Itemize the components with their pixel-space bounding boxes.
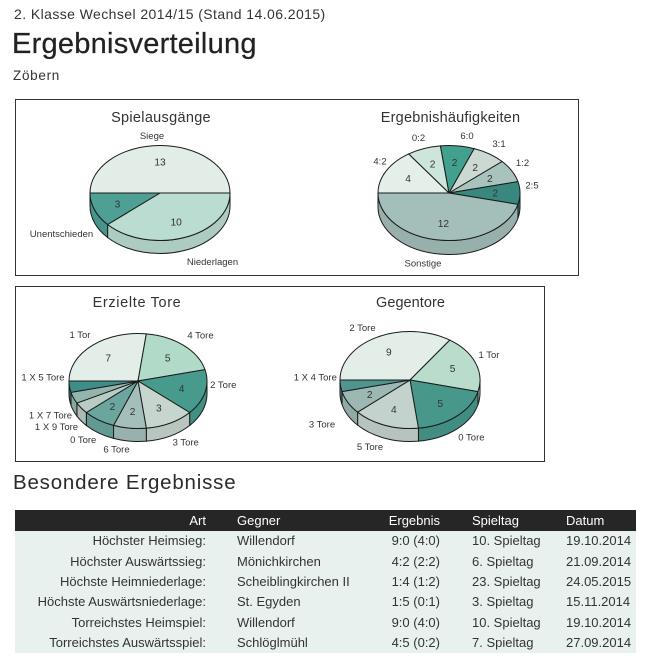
svg-text:3 Tore: 3 Tore bbox=[173, 438, 199, 449]
svg-text:Unentschieden: Unentschieden bbox=[30, 229, 93, 240]
svg-text:2: 2 bbox=[110, 402, 116, 413]
svg-text:3: 3 bbox=[115, 199, 121, 210]
svg-text:9: 9 bbox=[386, 347, 392, 358]
svg-text:13: 13 bbox=[154, 158, 166, 169]
svg-text:2: 2 bbox=[367, 390, 373, 401]
svg-text:2 Tore: 2 Tore bbox=[349, 323, 375, 334]
svg-text:2:5: 2:5 bbox=[525, 181, 538, 192]
svg-text:4:2: 4:2 bbox=[373, 157, 386, 168]
svg-text:Spielausgänge: Spielausgänge bbox=[111, 110, 211, 126]
svg-text:3:1: 3:1 bbox=[492, 139, 505, 150]
svg-text:2: 2 bbox=[430, 160, 436, 171]
svg-text:1 Tor: 1 Tor bbox=[479, 350, 500, 361]
svg-text:2: 2 bbox=[452, 158, 458, 169]
svg-text:1 X 5 Tore: 1 X 5 Tore bbox=[21, 372, 64, 383]
svg-text:4: 4 bbox=[391, 405, 397, 416]
svg-text:7: 7 bbox=[105, 353, 111, 364]
svg-text:Sonstige: Sonstige bbox=[405, 259, 442, 270]
svg-text:2: 2 bbox=[492, 188, 498, 199]
svg-text:0:2: 0:2 bbox=[412, 133, 425, 144]
svg-text:Erzielte Tore: Erzielte Tore bbox=[93, 295, 182, 311]
svg-text:Niederlagen: Niederlagen bbox=[187, 257, 238, 268]
svg-text:1 X 9 Tore: 1 X 9 Tore bbox=[35, 422, 78, 433]
svg-text:2 Tore: 2 Tore bbox=[210, 380, 236, 391]
svg-text:1 Tor: 1 Tor bbox=[70, 330, 91, 341]
svg-text:6:0: 6:0 bbox=[460, 131, 473, 142]
svg-text:Gegentore: Gegentore bbox=[376, 295, 445, 311]
svg-text:0 Tore: 0 Tore bbox=[70, 435, 96, 446]
svg-text:6 Tore: 6 Tore bbox=[103, 444, 129, 455]
svg-text:1 X 4 Tore: 1 X 4 Tore bbox=[294, 373, 337, 384]
svg-text:1 X 7 Tore: 1 X 7 Tore bbox=[29, 411, 72, 422]
svg-text:3 Tore: 3 Tore bbox=[309, 420, 335, 431]
svg-text:10: 10 bbox=[170, 217, 182, 228]
svg-text:2: 2 bbox=[130, 407, 136, 418]
svg-text:5 Tore: 5 Tore bbox=[357, 442, 383, 453]
svg-text:5: 5 bbox=[450, 364, 456, 375]
svg-text:Ergebnishäufigkeiten: Ergebnishäufigkeiten bbox=[381, 110, 520, 126]
svg-text:5: 5 bbox=[437, 399, 443, 410]
svg-text:2: 2 bbox=[472, 163, 478, 174]
svg-text:0 Tore: 0 Tore bbox=[458, 433, 484, 444]
svg-text:12: 12 bbox=[438, 219, 450, 230]
svg-text:2: 2 bbox=[487, 174, 493, 185]
svg-text:1:2: 1:2 bbox=[516, 158, 529, 169]
svg-text:4: 4 bbox=[405, 174, 411, 185]
svg-text:4 Tore: 4 Tore bbox=[187, 331, 213, 342]
svg-text:4: 4 bbox=[179, 384, 185, 395]
svg-text:Siege: Siege bbox=[140, 131, 164, 142]
svg-text:5: 5 bbox=[165, 353, 171, 364]
svg-text:3: 3 bbox=[156, 404, 162, 415]
